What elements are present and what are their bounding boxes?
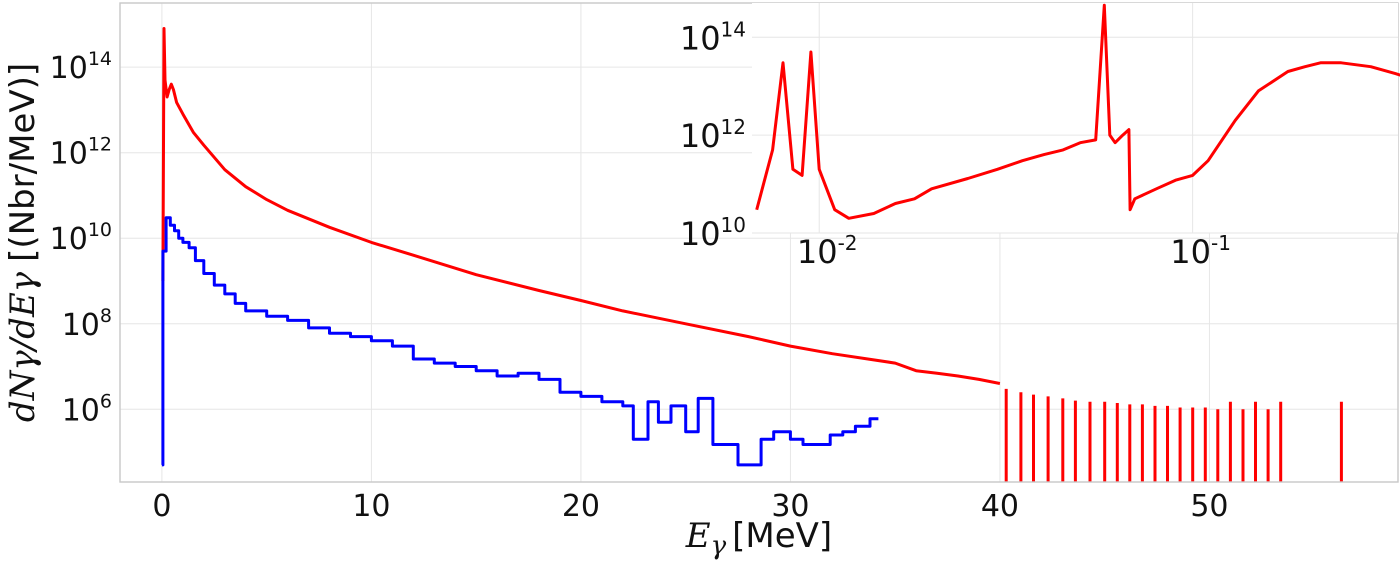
x-axis-unit: [MeV] [732,516,832,556]
main-series-0-line [161,27,1001,385]
inset-grid [752,3,1398,234]
main-series-1-line [1004,388,1343,482]
main-x-tick-label: 20 [562,489,600,524]
main-x-tick-label: 0 [152,489,171,524]
x-axis-subscript: γ [711,531,727,561]
main-x-tick-labels: 0 10 20 30 40 50 [152,489,1228,524]
main-x-tick-label: 10 [352,489,390,524]
inset-background [752,3,1398,233]
inset-y-tick-label: 1010 [680,213,746,253]
x-axis-label: Eγ [MeV] [685,516,832,561]
inset-chart: 10-2 10-1 1010 1012 1014 [680,3,1400,271]
inset-y-tick-labels: 1010 1012 1014 [680,17,746,253]
main-y-tick-label: 1010 [50,219,112,257]
x-axis-symbol: E [685,516,711,556]
inset-y-tick-label: 1014 [680,17,746,57]
inset-x-tick-label: 10-2 [797,231,858,271]
main-x-tick-label: 30 [771,489,809,524]
inset-series-0-line [755,3,1400,220]
main-y-tick-label: 106 [62,390,112,428]
y-axis-unit: [(Nbr/MeV)] [3,63,43,262]
main-series-2-line [161,216,879,467]
inset-x-tick-label: 10-1 [1170,231,1231,271]
main-x-tick-label: 50 [1190,489,1228,524]
main-series [161,27,1343,482]
main-y-tick-label: 108 [62,305,112,343]
main-y-tick-label: 1014 [50,48,112,86]
main-y-tick-label: 1012 [50,134,112,172]
inset-x-tick-labels: 10-2 10-1 [797,231,1231,271]
inset-y-tick-label: 1012 [680,115,746,155]
main-x-tick-label: 40 [981,489,1019,524]
y-axis-label: dNγ/dEγ [(Nbr/MeV)] [3,63,43,422]
inset-series [755,3,1400,220]
y-axis-math: dNγ/dEγ [3,271,43,422]
main-y-tick-labels: 106 108 1010 1012 1014 [50,48,112,428]
